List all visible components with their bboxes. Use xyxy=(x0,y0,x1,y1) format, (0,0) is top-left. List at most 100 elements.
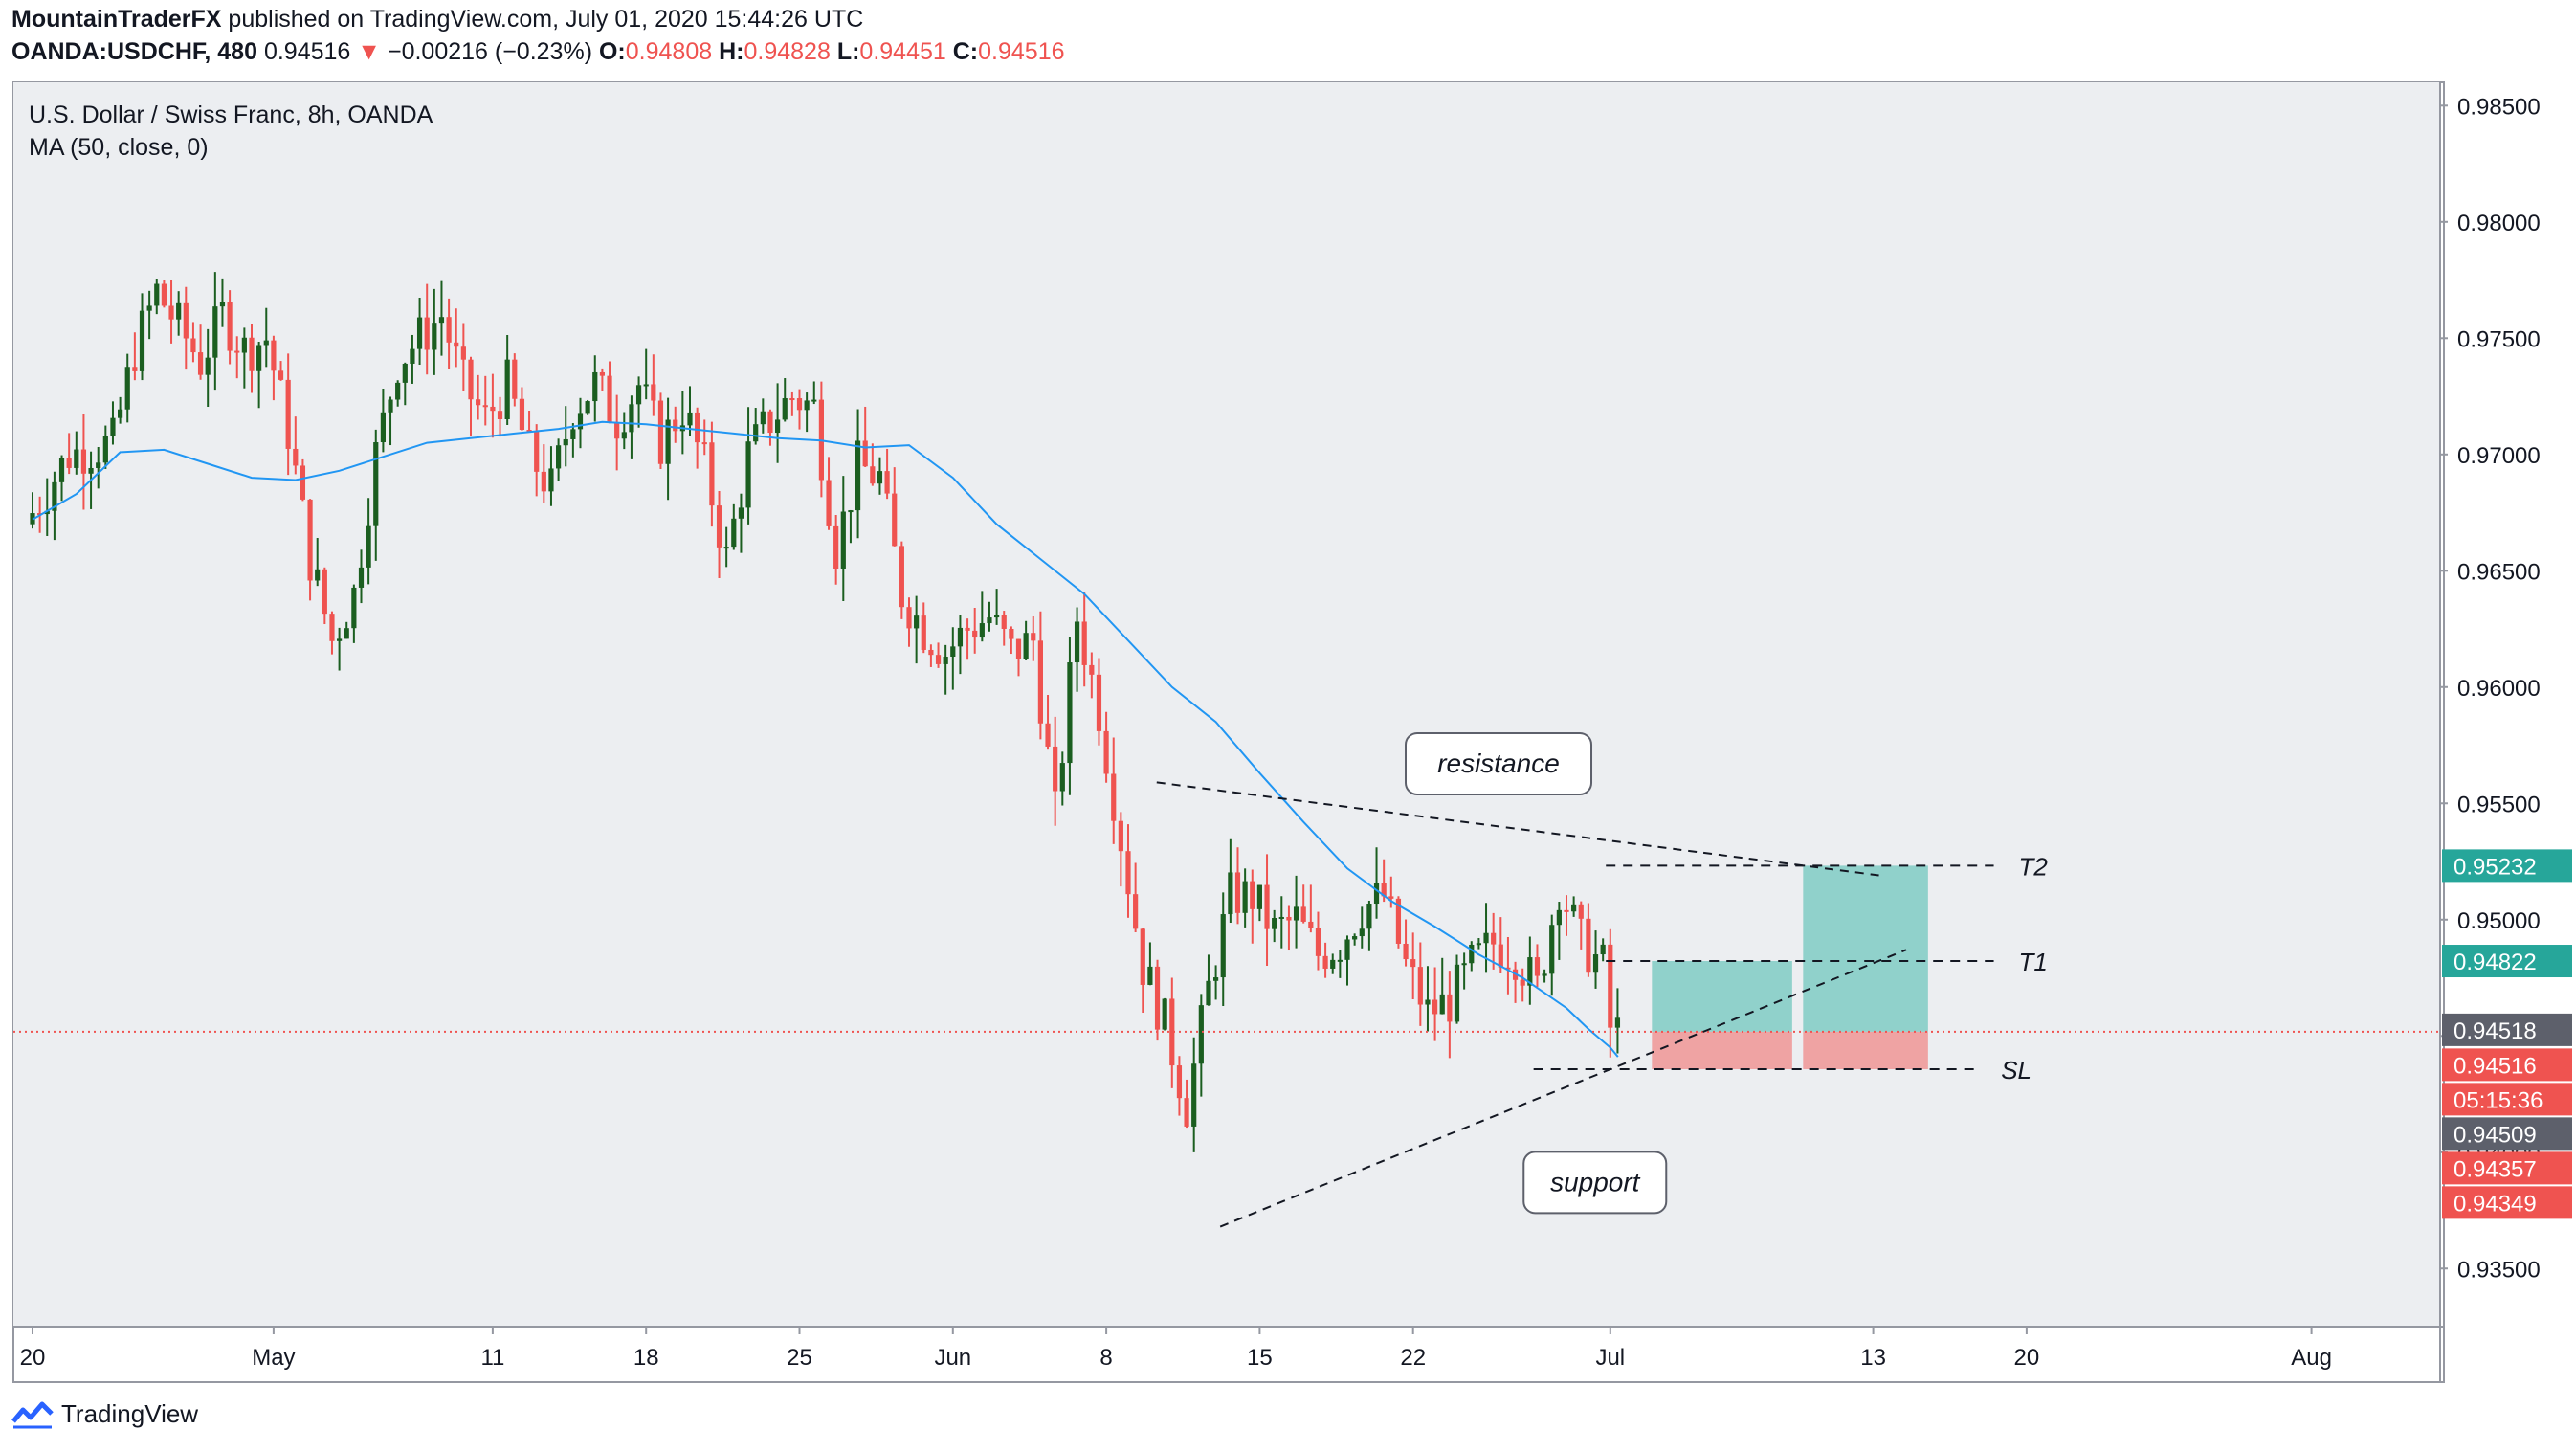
candle xyxy=(892,467,898,547)
candle-body xyxy=(1045,723,1051,747)
candle xyxy=(66,433,72,475)
candle xyxy=(1278,896,1284,949)
candle-body xyxy=(840,511,846,569)
candle xyxy=(760,398,766,434)
tradingview-logo-icon xyxy=(11,1401,54,1428)
y-tick-label: 0.95000 xyxy=(2457,908,2541,934)
candle-body xyxy=(534,431,540,472)
candle xyxy=(943,644,948,695)
candle xyxy=(1447,971,1453,1059)
candle xyxy=(102,425,108,469)
candle-body xyxy=(1330,959,1336,969)
candle-body xyxy=(1578,904,1584,919)
candle xyxy=(592,355,598,422)
tradingview-brand[interactable]: TradingView xyxy=(11,1399,198,1429)
candle xyxy=(476,374,481,420)
candle xyxy=(1403,919,1409,967)
price-label-text: 0.94509 xyxy=(2454,1122,2537,1148)
candle xyxy=(366,498,371,585)
candle xyxy=(1169,977,1175,1088)
candle xyxy=(1154,959,1161,1041)
candle-body xyxy=(673,419,678,432)
candle xyxy=(512,353,518,407)
candle-body xyxy=(227,302,233,351)
candle xyxy=(468,356,474,436)
candle-body xyxy=(124,367,130,410)
candle-body xyxy=(416,317,423,349)
candle-body xyxy=(454,342,459,347)
candle-body xyxy=(219,302,226,307)
candle-body xyxy=(1395,898,1402,944)
candle-body xyxy=(1534,957,1541,976)
symbol-label: OANDA:USDCHF, 480 xyxy=(11,38,257,65)
candle xyxy=(1410,932,1416,1000)
candle-body xyxy=(957,627,964,647)
candle xyxy=(1001,611,1007,646)
candle-body xyxy=(1256,884,1262,909)
stop-zone[interactable] xyxy=(1803,1031,1928,1070)
candle-body xyxy=(1067,662,1073,764)
y-tick-label: 0.95500 xyxy=(2457,792,2541,817)
candle xyxy=(482,375,488,426)
candle-body xyxy=(1447,994,1453,1022)
candle xyxy=(1111,737,1117,844)
price-label: 0.95232 xyxy=(2442,849,2572,883)
candle-body xyxy=(139,310,145,371)
candle-body xyxy=(884,471,890,494)
candle xyxy=(416,298,423,366)
candle xyxy=(673,406,678,443)
target-zone[interactable] xyxy=(1652,961,1792,1032)
price-label-bg xyxy=(2442,1151,2572,1185)
candle-body xyxy=(344,628,349,639)
candle-body xyxy=(1505,967,1511,970)
candle xyxy=(570,423,576,458)
candle-body xyxy=(315,569,321,581)
price-label-bg xyxy=(2442,1048,2572,1082)
candle-body xyxy=(950,646,956,658)
candle-body xyxy=(855,440,861,511)
candle-body xyxy=(1410,959,1416,968)
candle-body xyxy=(899,546,904,608)
plot-area[interactable] xyxy=(13,82,2440,1327)
candle-body xyxy=(585,401,590,414)
target-zone[interactable] xyxy=(1803,865,1928,1032)
candle xyxy=(1089,652,1095,699)
candle xyxy=(1432,967,1438,1041)
candle xyxy=(1264,854,1270,966)
candle-body xyxy=(102,436,108,463)
candle xyxy=(263,307,269,368)
support-callout[interactable] xyxy=(1522,1151,1668,1215)
candle xyxy=(789,391,795,416)
candle xyxy=(1322,942,1328,978)
candle-body xyxy=(293,448,299,466)
stop-zone[interactable] xyxy=(1652,1031,1792,1070)
candle-body xyxy=(570,429,576,439)
level-label-t1: T1 xyxy=(2019,948,2048,976)
candle xyxy=(1147,942,1153,986)
price-label-bg xyxy=(2442,849,2572,883)
candle xyxy=(745,407,751,525)
candle xyxy=(1483,903,1489,973)
resistance-callout[interactable] xyxy=(1405,731,1593,795)
support-trendline[interactable] xyxy=(1219,949,1907,1228)
candle xyxy=(1286,905,1292,951)
candle xyxy=(1373,847,1380,919)
candle xyxy=(497,396,503,437)
price-label-bg xyxy=(2442,1013,2572,1046)
candle-body xyxy=(1198,1005,1204,1064)
x-tick-label: 13 xyxy=(1860,1345,1886,1371)
candle-body xyxy=(928,649,934,656)
candle xyxy=(1081,592,1087,687)
candle-body xyxy=(635,385,642,405)
candle xyxy=(921,602,926,654)
candle xyxy=(753,408,759,445)
y-tick-label: 0.97500 xyxy=(2457,326,2541,352)
candle-body xyxy=(892,493,898,547)
candle xyxy=(1220,892,1226,1007)
candle-body xyxy=(1586,918,1591,973)
candle xyxy=(1176,1056,1183,1116)
author-name[interactable]: MountainTraderFX xyxy=(11,6,222,33)
x-tick-label: 25 xyxy=(787,1345,812,1371)
candle-body xyxy=(1469,944,1475,964)
